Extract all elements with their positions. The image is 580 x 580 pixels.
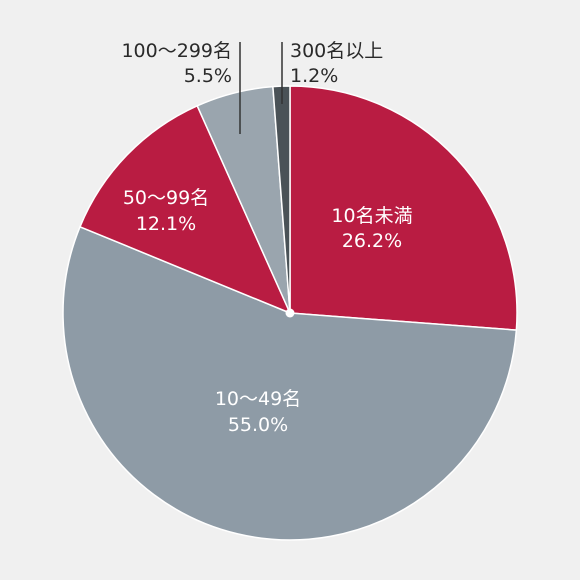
slice-category-label-3: 100〜299名 [121, 40, 232, 62]
pie-slice-2 [79, 105, 291, 314]
slice-value-label-2: 12.1% [136, 213, 196, 235]
slice-category-label-0: 10名未満 [331, 205, 412, 227]
center-dot [285, 308, 295, 318]
slice-value-label-3: 5.5% [184, 65, 232, 87]
slice-category-label-4: 300名以上 [290, 40, 383, 62]
slice-value-label-4: 1.2% [290, 65, 338, 87]
pie-slice-1 [62, 226, 518, 541]
slice-labels: 10名未満 26.2% 10〜49名 55.0% 50〜99名 12.1% 10… [121, 40, 412, 436]
pie-slices [62, 85, 518, 541]
slice-value-label-0: 26.2% [342, 230, 402, 252]
leader-lines [239, 42, 283, 134]
slice-value-label-1: 55.0% [228, 414, 288, 436]
slice-category-label-1: 10〜49名 [215, 388, 301, 410]
slice-category-label-2: 50〜99名 [123, 187, 209, 209]
pie-slice-0 [289, 85, 518, 331]
